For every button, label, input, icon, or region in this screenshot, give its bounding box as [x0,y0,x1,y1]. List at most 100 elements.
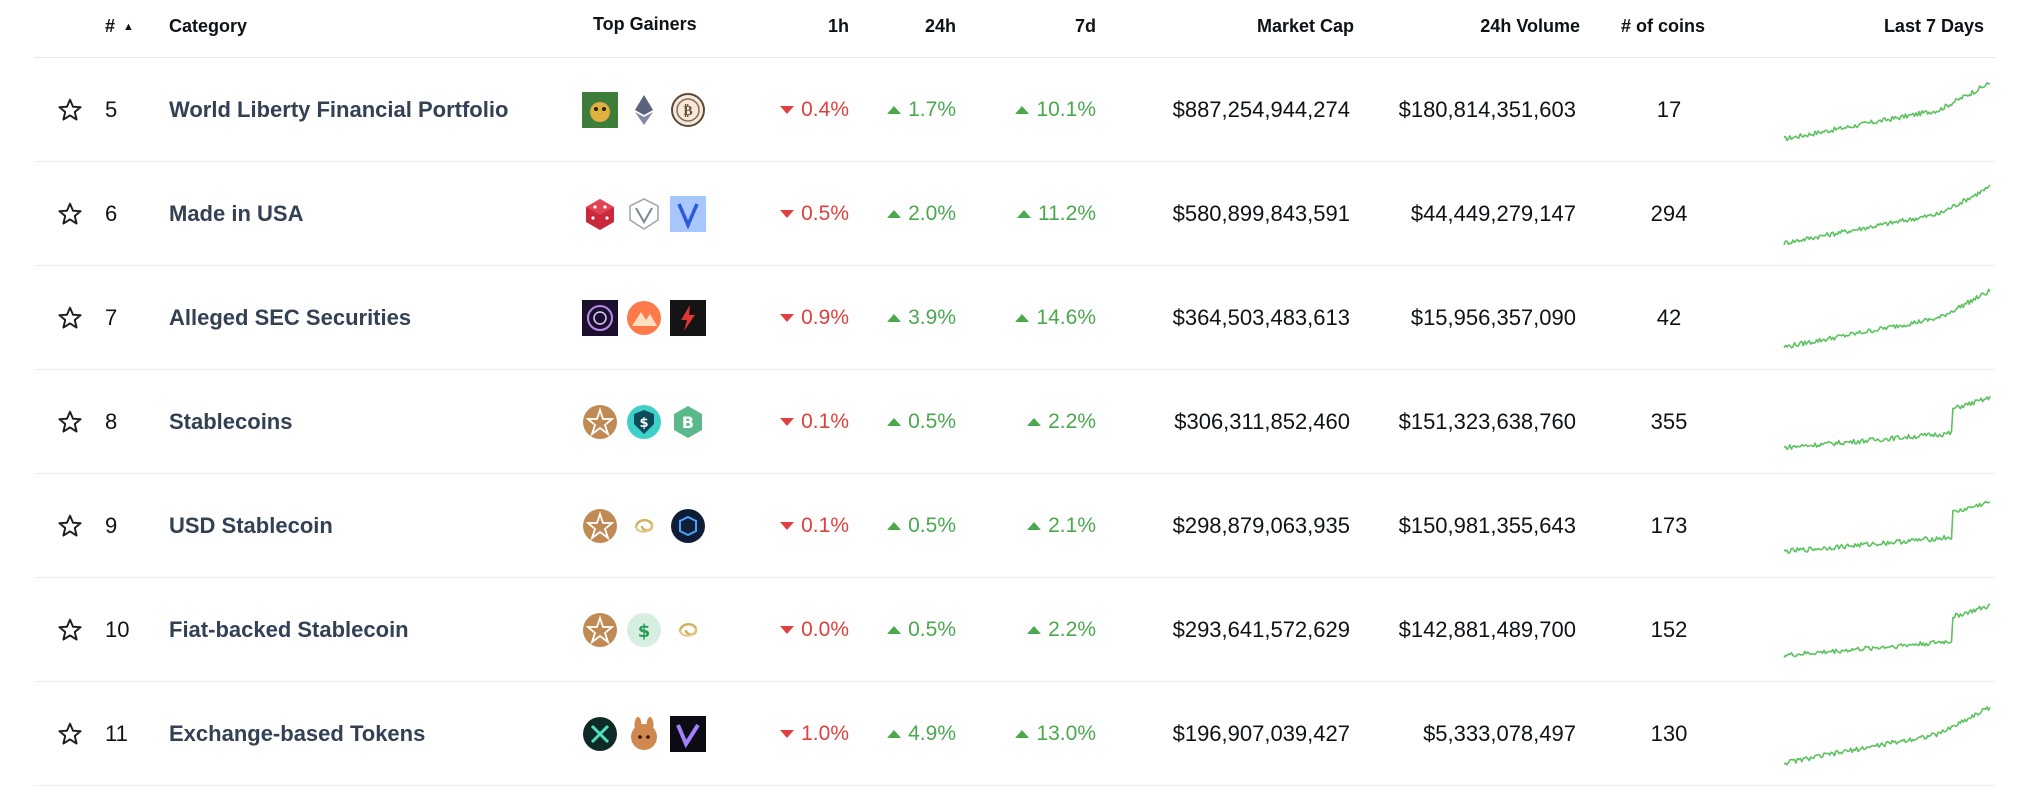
svg-text:$: $ [639,416,648,431]
volume-value: $180,814,351,603 [1398,96,1576,122]
volume-value: $142,881,489,700 [1398,616,1576,642]
rank-column-header[interactable]: # ▲ [105,16,134,36]
x-token-icon[interactable] [582,716,618,752]
change-7d: 11.2% [1017,162,1096,265]
volume-value: $151,323,638,760 [1398,408,1576,434]
caret-up-icon [887,313,902,322]
sparkline-line [1783,500,1990,555]
num-coins-column-header[interactable]: # of coins [1621,16,1706,36]
table-row[interactable]: 5 World Liberty Financial Portfolio ₿ 0.… [34,58,1996,162]
purple-v-icon[interactable] [670,715,706,752]
dog-coin-icon[interactable] [582,91,618,128]
favorite-star-icon[interactable] [46,58,94,161]
num-coins-value: 173 [1650,512,1688,538]
bronze-star-icon[interactable] [582,508,618,544]
market-cap-value: $580,899,843,591 [1172,200,1350,226]
bronze-star-icon[interactable] [582,612,618,648]
favorite-star-icon[interactable] [46,578,94,681]
top-gainers-icons: $ B [582,370,706,473]
table-row[interactable]: 7 Alleged SEC Securities 0.9% 3.9% 14.6%… [34,266,1996,370]
7d-column-header[interactable]: 7d [1074,16,1096,36]
red-cube-icon[interactable] [582,196,618,232]
top-gainers-icons [582,682,706,785]
green-b-icon[interactable]: B [670,404,706,440]
sparkline-chart [1778,58,2008,161]
change-1h: 0.9% [780,266,849,369]
sparkline-chart [1778,682,2008,785]
volume-value: $15,956,357,090 [1410,304,1576,330]
ethereum-icon[interactable] [626,92,662,128]
last-7-days-column-header: Last 7 Days [1883,16,1984,36]
change-7d-value: 14.6% [1036,305,1096,329]
gold-swirl-icon[interactable] [670,612,706,648]
table-row[interactable]: 6 Made in USA 0.5% 2.0% 11.2% $580,899,8… [34,162,1996,266]
favorite-star-icon[interactable] [46,370,94,473]
dollar-shield-icon[interactable]: $ [626,404,662,440]
volume-column-header[interactable]: 24h Volume [1480,16,1580,36]
svg-text:B: B [682,413,694,432]
change-1h: 1.0% [780,682,849,785]
change-7d: 10.1% [1015,58,1096,161]
market-cap-value: $293,641,572,629 [1172,616,1350,642]
change-7d: 2.2% [1027,578,1096,681]
table-row[interactable]: 10 Fiat-backed Stablecoin $ 0.0% 0.5% 2.… [34,578,1996,682]
caret-up-icon [1015,729,1030,738]
bunny-icon[interactable] [626,716,662,752]
shield-v-icon[interactable] [626,196,662,232]
blue-cube-icon[interactable] [670,508,706,544]
category-name-link[interactable]: Alleged SEC Securities [169,304,412,330]
table-header: # ▲ Category Top Gainers 1h 24h 7d Market… [34,0,1996,58]
category-name-link[interactable]: Exchange-based Tokens [169,720,426,746]
caret-up-icon [1015,105,1030,114]
change-1h: 0.1% [780,474,849,577]
change-24h: 0.5% [887,578,956,681]
orange-peak-icon[interactable] [626,300,662,336]
favorite-star-icon[interactable] [46,266,94,369]
sparkline-chart [1778,162,2008,265]
market-cap-column-header[interactable]: Market Cap [1256,16,1354,36]
category-name-link[interactable]: Fiat-backed Stablecoin [169,616,409,642]
purple-ring-icon[interactable] [582,299,618,336]
24h-column-header[interactable]: 24h [924,16,956,36]
market-cap-value: $298,879,063,935 [1172,512,1350,538]
table-row[interactable]: 9 USD Stablecoin 0.1% 0.5% 2.1% $298,879… [34,474,1996,578]
caret-up-icon [887,209,902,218]
change-24h-value: 0.5% [908,409,956,433]
caret-up-icon [887,105,902,114]
change-24h: 0.5% [887,474,956,577]
change-7d: 2.2% [1027,370,1096,473]
lightning-icon[interactable] [670,299,706,336]
change-1h: 0.5% [780,162,849,265]
caret-up-icon [887,625,902,634]
category-name-link[interactable]: Made in USA [169,200,304,226]
category-name-link[interactable]: USD Stablecoin [169,512,333,538]
sparkline-chart [1778,474,2008,577]
favorite-star-icon[interactable] [46,162,94,265]
table-row[interactable]: 8 Stablecoins $ B 0.1% 0.5% 2.2% $306,311… [34,370,1996,474]
caret-up-icon [1017,209,1031,218]
bitcoin-icon[interactable]: ₿ [670,92,706,128]
top-gainers-icons: $ [582,578,706,681]
table-row[interactable]: 11 Exchange-based Tokens 1.0% 4.9% 13.0%… [34,682,1996,786]
num-coins-value: 294 [1650,200,1688,226]
gold-swirl-icon[interactable] [626,508,662,544]
change-1h-value: 1.0% [801,721,849,745]
category-column-header[interactable]: Category [169,16,248,36]
1h-column-header[interactable]: 1h [827,16,849,36]
favorite-star-icon[interactable] [46,682,94,785]
category-name-link[interactable]: World Liberty Financial Portfolio [169,96,509,122]
rank-value: 6 [105,200,118,226]
v-token-icon[interactable] [670,195,706,232]
rank-value: 7 [105,304,118,330]
bronze-star-icon[interactable] [582,404,618,440]
green-dollar-icon[interactable]: $ [626,612,662,648]
sparkline-chart [1778,578,2008,681]
change-1h-value: 0.9% [801,305,849,329]
caret-up-icon [887,417,902,426]
rank-value: 9 [105,512,118,538]
num-coins-value: 42 [1656,304,1682,330]
category-name-link[interactable]: Stablecoins [169,408,293,434]
favorite-star-icon[interactable] [46,474,94,577]
svg-text:$: $ [638,621,651,642]
volume-value: $150,981,355,643 [1398,512,1576,538]
